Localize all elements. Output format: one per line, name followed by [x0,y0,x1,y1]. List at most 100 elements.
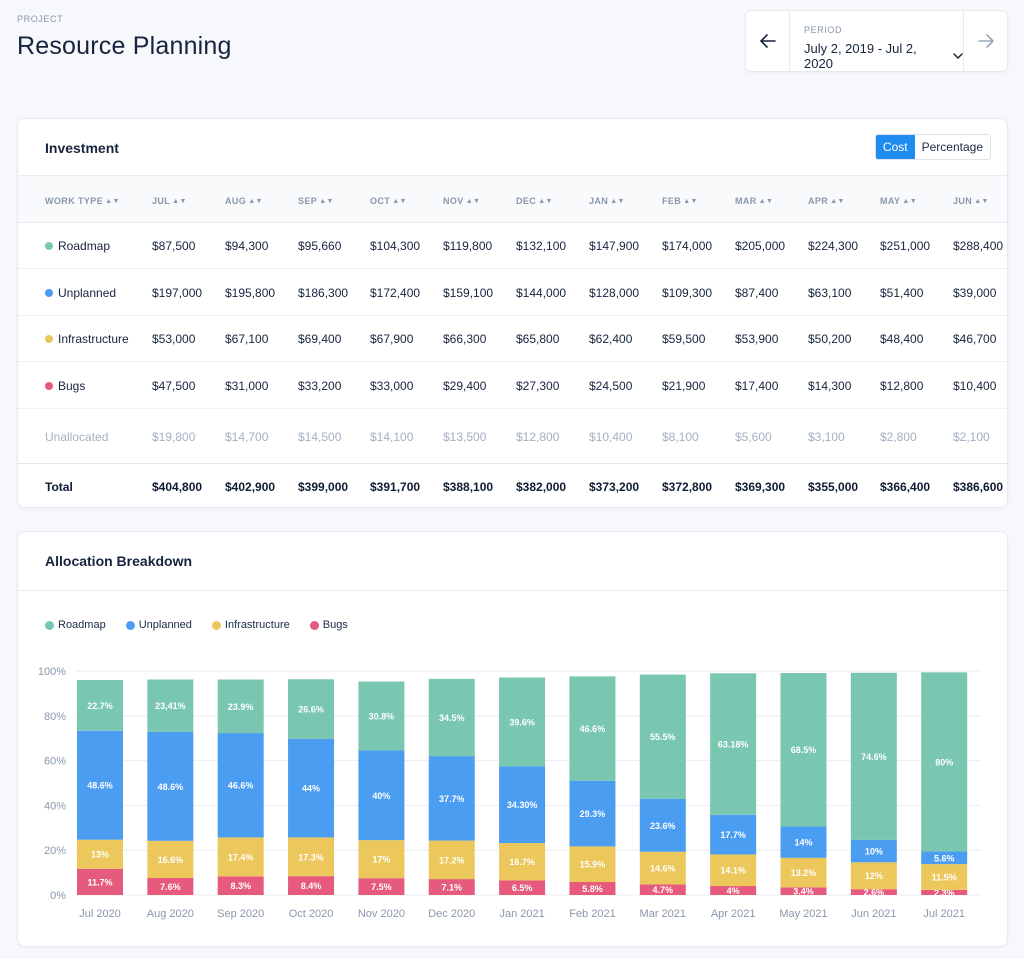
row-label-roadmap: Roadmap [45,239,110,253]
legend-item-unplanned[interactable]: Unplanned [125,619,192,631]
table-cell: $205,000 [735,239,786,253]
bar-data-label: 10% [865,847,883,857]
column-header-oct[interactable]: OCT ▲▼ [370,196,407,206]
column-header-jun[interactable]: JUN ▲▼ [953,196,989,206]
percentage-toggle-button[interactable]: Percentage [914,135,990,159]
next-period-button[interactable] [963,11,1007,71]
period-dropdown[interactable]: July 2, 2019 - Jul 2, 2020 [804,41,963,71]
previous-period-button[interactable] [746,11,790,71]
sort-icon: ▲▼ [974,198,989,206]
table-cell: $47,500 [152,379,196,393]
table-cell: $14,700 [225,430,269,444]
bar-segment-infrastructure [428,840,475,880]
table-cell: $19,800 [152,430,196,444]
bar-segment-infrastructure [780,857,827,888]
bar-data-label: 48.6% [158,782,184,792]
x-tick-label: Jul 2021 [923,908,965,920]
legend-item-bugs[interactable]: Bugs [309,619,348,631]
table-cell: $132,100 [516,239,567,253]
column-header-feb[interactable]: FEB ▲▼ [662,196,698,206]
period-value: July 2, 2019 - Jul 2, 2020 [804,41,917,71]
table-cell: $62,400 [589,332,633,346]
column-header-may[interactable]: MAY ▲▼ [880,196,918,206]
cost-toggle-button[interactable]: Cost [875,135,915,159]
bar-data-label: 23,41% [155,701,186,711]
column-header-aug[interactable]: AUG ▲▼ [225,196,263,206]
column-header-sep[interactable]: SEP ▲▼ [298,196,334,206]
arrow-right-icon [977,34,994,48]
x-tick-label: Apr 2021 [711,908,756,920]
bar-data-label: 8.3% [230,881,251,891]
period-label: PERIOD [804,25,843,35]
table-cell: $63,100 [808,286,852,300]
row-label-text: Unplanned [58,286,117,300]
bar-segment-bugs [499,880,546,895]
bar-segment-unplanned [921,851,968,865]
bar-segment-unplanned [850,839,897,863]
bar-data-label: 30.8% [369,712,395,722]
table-cell: $14,100 [370,430,414,444]
bar-data-label: 11.5% [932,872,957,882]
bar-segment-infrastructure [639,851,686,885]
page-title: Resource Planning [17,32,232,60]
row-label-infrastructure: Infrastructure [45,332,129,346]
bar-segment-infrastructure [850,862,897,890]
bar-data-label: 23.6% [650,821,676,831]
bar-segment-bugs [921,889,968,895]
table-cell: $53,900 [735,332,779,346]
table-cell: $109,300 [662,286,713,300]
table-cell: $186,300 [298,286,349,300]
table-cell: $391,700 [370,480,421,494]
y-tick-label: 20% [44,845,66,857]
bar-segment-roadmap [288,679,335,739]
column-header-dec[interactable]: DEC ▲▼ [516,196,553,206]
table-cell: $404,800 [152,480,203,494]
bar-segment-roadmap [358,681,405,751]
bar-data-label: 34.30% [507,800,538,810]
bar-segment-bugs [288,876,335,895]
bar-data-label: 2.6% [864,888,885,898]
bar-data-label: 17% [372,855,390,865]
chart-legend: Roadmap Unplanned Infrastructure Bugs [45,619,348,631]
table-cell: $65,800 [516,332,560,346]
bar-segment-bugs [358,878,405,895]
table-cell: $17,400 [735,379,779,393]
bar-data-label: 37.7% [439,794,465,804]
column-header-work-type[interactable]: WORK TYPE ▲▼ [45,196,120,206]
table-cell: $144,000 [516,286,567,300]
bar-segment-infrastructure [569,846,616,883]
legend-dot [45,620,54,630]
row-label-text: Bugs [58,379,86,393]
bar-data-label: 17.7% [720,830,746,840]
table-cell: $12,800 [516,430,560,444]
bar-data-label: 11.7% [87,877,112,887]
bar-data-label: 7.1% [441,883,462,893]
x-tick-label: Jul 2020 [79,908,121,920]
table-row-infrastructure: Infrastructure $53,000 $67,100 $69,400 $67,9… [18,316,1007,362]
bar-segment-bugs [147,877,194,895]
table-cell: $29,400 [443,379,487,393]
y-tick-label: 60% [44,756,66,768]
table-cell: $3,100 [808,430,845,444]
bar-segment-bugs [77,868,123,895]
bar-segment-roadmap [569,676,616,781]
column-header-nov[interactable]: NOV ▲▼ [443,196,481,206]
column-header-mar[interactable]: MAR ▲▼ [735,196,774,206]
table-cell: $172,400 [370,286,421,300]
bar-data-label: 39.6% [509,717,535,727]
x-tick-label: May 2021 [779,908,827,920]
row-label-total: Total [45,480,73,494]
bar-segment-unplanned [710,814,757,855]
investment-title: Investment [45,140,119,156]
column-header-apr[interactable]: APR ▲▼ [808,196,845,206]
bar-data-label: 4.7% [653,885,674,895]
sort-icon: ▲▼ [465,198,481,206]
column-header-jul[interactable]: JUL ▲▼ [152,196,187,206]
legend-item-roadmap[interactable]: Roadmap [45,619,106,631]
table-cell: $12,800 [880,379,924,393]
bar-data-label: 55.5% [650,732,676,742]
legend-item-infrastructure[interactable]: Infrastructure [211,619,290,631]
bar-data-label: 46.6% [580,724,606,734]
table-cell: $174,000 [662,239,713,253]
column-header-jan[interactable]: JAN ▲▼ [589,196,625,206]
